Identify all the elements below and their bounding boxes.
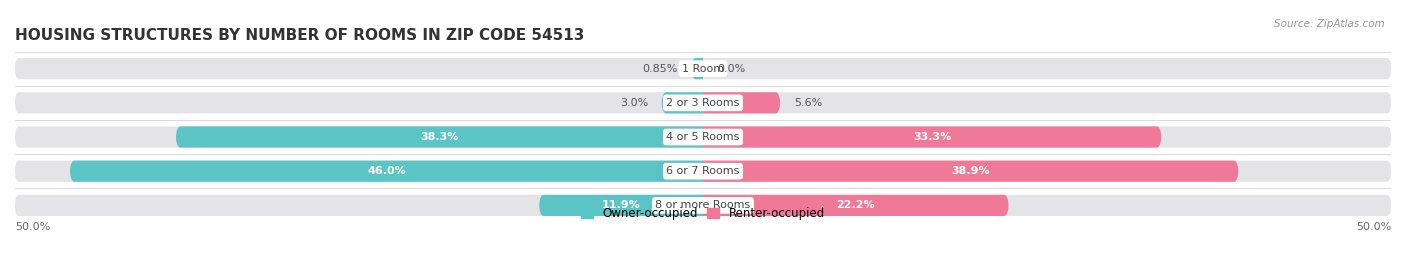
Text: 6 or 7 Rooms: 6 or 7 Rooms [666, 166, 740, 176]
PathPatch shape [703, 126, 1161, 148]
FancyBboxPatch shape [15, 58, 1391, 79]
PathPatch shape [176, 126, 703, 148]
Text: 1 Room: 1 Room [682, 64, 724, 74]
FancyBboxPatch shape [15, 126, 1391, 148]
Text: Source: ZipAtlas.com: Source: ZipAtlas.com [1274, 19, 1385, 29]
PathPatch shape [703, 92, 780, 114]
PathPatch shape [692, 58, 703, 79]
FancyBboxPatch shape [15, 92, 1391, 114]
Text: 2 or 3 Rooms: 2 or 3 Rooms [666, 98, 740, 108]
Text: 33.3%: 33.3% [912, 132, 952, 142]
FancyBboxPatch shape [15, 195, 1391, 216]
PathPatch shape [662, 92, 703, 114]
Text: 22.2%: 22.2% [837, 200, 875, 210]
Text: 50.0%: 50.0% [1355, 222, 1391, 232]
Text: 3.0%: 3.0% [620, 98, 648, 108]
Text: 0.0%: 0.0% [717, 64, 745, 74]
Text: 50.0%: 50.0% [15, 222, 51, 232]
Text: 38.9%: 38.9% [952, 166, 990, 176]
PathPatch shape [540, 195, 703, 216]
Text: 46.0%: 46.0% [367, 166, 406, 176]
FancyBboxPatch shape [15, 161, 1391, 182]
Text: 11.9%: 11.9% [602, 200, 641, 210]
Legend: Owner-occupied, Renter-occupied: Owner-occupied, Renter-occupied [576, 203, 830, 225]
Text: 0.85%: 0.85% [643, 64, 678, 74]
Text: 4 or 5 Rooms: 4 or 5 Rooms [666, 132, 740, 142]
PathPatch shape [70, 161, 703, 182]
Text: 5.6%: 5.6% [794, 98, 823, 108]
Text: HOUSING STRUCTURES BY NUMBER OF ROOMS IN ZIP CODE 54513: HOUSING STRUCTURES BY NUMBER OF ROOMS IN… [15, 29, 585, 44]
PathPatch shape [703, 161, 1239, 182]
PathPatch shape [703, 195, 1008, 216]
Text: 8 or more Rooms: 8 or more Rooms [655, 200, 751, 210]
Text: 38.3%: 38.3% [420, 132, 458, 142]
